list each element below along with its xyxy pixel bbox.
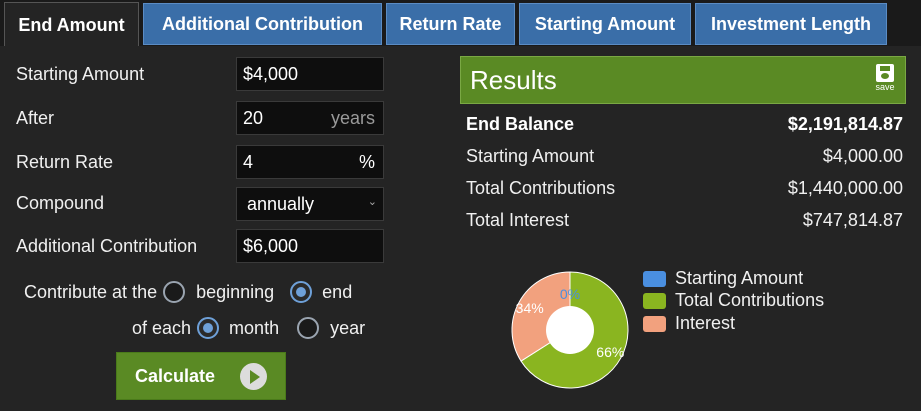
- years-input[interactable]: 20 years: [236, 101, 384, 135]
- result-value: $2,191,814.87: [787, 114, 903, 134]
- contribute-at-label: Contribute at the: [24, 281, 158, 302]
- donut-chart: 0% 66% 34%: [511, 271, 629, 389]
- legend-item-interest: Interest: [643, 313, 735, 334]
- results-title: Results: [470, 64, 557, 95]
- result-label: Total Interest: [466, 210, 570, 230]
- legend-label: Interest: [675, 313, 736, 333]
- tab-investment-length[interactable]: Investment Length: [695, 3, 887, 45]
- donut-hole: [546, 306, 594, 354]
- compound-label: Compound: [16, 193, 105, 213]
- radio-end-label: end: [322, 281, 353, 302]
- radio-year[interactable]: [297, 317, 320, 339]
- legend-swatch: [643, 292, 666, 309]
- result-row-starting-amount: Starting Amount $4,000.00: [466, 146, 903, 167]
- after-label: After: [16, 108, 55, 128]
- results-header: Results save: [460, 56, 906, 104]
- compound-select[interactable]: annually ⌄: [236, 187, 384, 221]
- radio-year-label: year: [330, 317, 366, 338]
- pie-label-interest: 34%: [516, 300, 544, 316]
- pie-label-starting-amount: 0%: [560, 286, 580, 302]
- tab-return-rate[interactable]: Return Rate: [386, 3, 515, 45]
- of-each-label: of each: [132, 317, 192, 338]
- compound-value: annually: [247, 193, 315, 214]
- starting-amount-label: Starting Amount: [16, 64, 145, 84]
- calculate-label: Calculate: [135, 365, 216, 386]
- return-rate-label: Return Rate: [16, 152, 114, 172]
- radio-month-label: month: [229, 317, 280, 338]
- tab-end-amount[interactable]: End Amount: [4, 2, 139, 47]
- additional-contribution-label: Additional Contribution: [16, 236, 198, 256]
- tab-label: Additional Contribution: [162, 13, 363, 34]
- legend-label: Starting Amount: [675, 268, 804, 288]
- legend-swatch: [643, 315, 666, 332]
- result-row-total-contributions: Total Contributions $1,440,000.00: [466, 178, 903, 199]
- contribute-at-row: Contribute at the beginning end: [24, 281, 352, 303]
- tab-additional-contribution[interactable]: Additional Contribution: [143, 3, 382, 45]
- tab-label: Starting Amount: [534, 13, 676, 34]
- save-label: save: [875, 82, 895, 92]
- additional-contribution-value: $6,000: [243, 235, 299, 256]
- chevron-down-icon: ⌄: [367, 196, 377, 208]
- tab-label: Investment Length: [710, 13, 871, 34]
- result-row-end-balance: End Balance $2,191,814.87: [466, 114, 903, 135]
- of-each-row: of each month year: [132, 317, 365, 339]
- additional-contribution-input[interactable]: $6,000: [236, 229, 384, 263]
- play-icon: [240, 363, 267, 390]
- legend-label: Total Contributions: [675, 290, 825, 310]
- legend-swatch: [643, 270, 666, 287]
- starting-amount-input[interactable]: $4,000: [236, 57, 384, 91]
- result-value: $1,440,000.00: [787, 178, 903, 198]
- calculator-panel: Starting Amount $4,000 After 20 years Re…: [0, 46, 921, 411]
- save-button[interactable]: save: [873, 64, 897, 94]
- years-value: 20: [243, 107, 264, 128]
- percent-suffix: %: [358, 151, 375, 172]
- radio-month[interactable]: [197, 317, 220, 339]
- legend-item-starting-amount: Starting Amount: [643, 268, 803, 289]
- tab-label: Return Rate: [399, 13, 502, 34]
- tab-starting-amount[interactable]: Starting Amount: [519, 3, 691, 45]
- radio-beginning[interactable]: [163, 281, 186, 303]
- pie-label-total-contributions: 66%: [596, 344, 624, 360]
- radio-beginning-label: beginning: [196, 281, 275, 302]
- result-label: Starting Amount: [466, 146, 595, 166]
- tab-label: End Amount: [18, 14, 125, 35]
- result-value: $4,000.00: [822, 146, 903, 166]
- radio-end[interactable]: [290, 281, 313, 303]
- tab-bar: End Amount Additional Contribution Retur…: [0, 0, 921, 47]
- years-suffix: years: [330, 107, 375, 128]
- starting-amount-value: $4,000: [243, 63, 299, 84]
- calculate-button[interactable]: Calculate: [116, 352, 286, 400]
- result-label: Total Contributions: [466, 178, 616, 198]
- return-rate-input[interactable]: 4 %: [236, 145, 384, 179]
- legend-item-total-contributions: Total Contributions: [643, 290, 824, 311]
- return-rate-value: 4: [243, 151, 254, 172]
- result-label: End Balance: [466, 114, 575, 134]
- floppy-disk-icon: [876, 64, 894, 82]
- result-value: $747,814.87: [802, 210, 903, 230]
- result-row-total-interest: Total Interest $747,814.87: [466, 210, 903, 231]
